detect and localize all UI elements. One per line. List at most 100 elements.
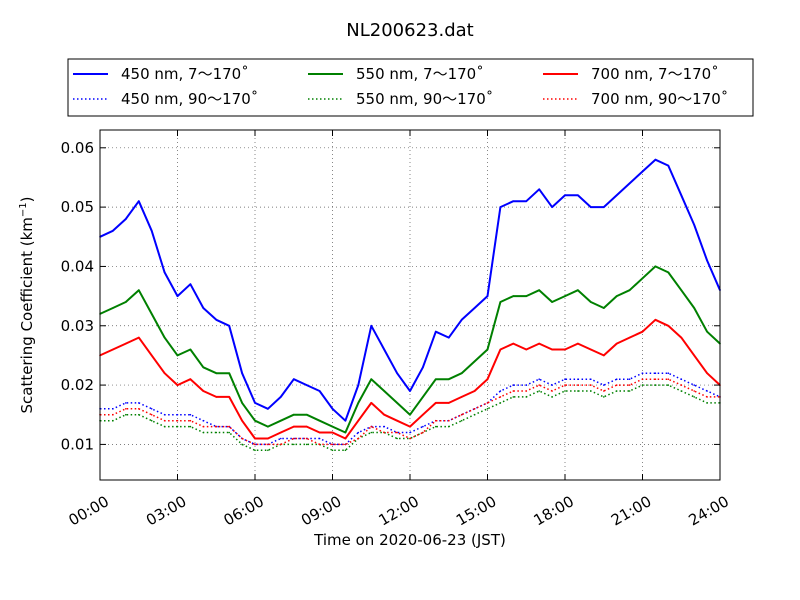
data-point — [189, 419, 192, 422]
data-point — [189, 378, 192, 381]
data-point — [241, 402, 243, 404]
legend-label: 700 nm, 7～170˚ — [591, 65, 719, 83]
data-point — [590, 378, 592, 381]
data-point — [706, 390, 708, 392]
data-point — [189, 425, 192, 428]
data-point — [680, 289, 683, 292]
data-point — [499, 206, 502, 208]
data-point — [577, 289, 579, 292]
data-point — [577, 342, 579, 345]
data-point — [641, 378, 644, 381]
data-point — [486, 402, 489, 404]
data-point — [396, 419, 398, 422]
data-point — [125, 301, 127, 303]
data-point — [460, 419, 463, 422]
data-point — [693, 396, 695, 398]
data-point — [538, 289, 540, 292]
data-point — [628, 384, 631, 386]
data-point — [331, 431, 334, 434]
data-point — [706, 330, 708, 333]
plot-area — [100, 130, 720, 480]
data-point — [409, 425, 411, 428]
data-point — [163, 425, 166, 428]
data-point — [486, 348, 489, 351]
y-tick-label: 0.05 — [61, 198, 94, 216]
data-point — [525, 295, 528, 297]
y-tick-label: 0.04 — [61, 257, 94, 275]
data-point — [680, 336, 683, 339]
data-point — [538, 378, 540, 381]
data-point — [615, 194, 618, 197]
data-point — [551, 301, 553, 303]
data-point — [112, 307, 114, 309]
x-tick-label: 24:00 — [686, 492, 732, 529]
data-point — [448, 378, 450, 381]
data-point — [202, 425, 205, 428]
data-point — [331, 449, 334, 452]
data-point — [357, 419, 360, 422]
data-point — [473, 390, 476, 392]
data-point — [641, 277, 644, 280]
data-point — [564, 194, 566, 197]
x-tick-label: 09:00 — [298, 492, 344, 529]
data-point — [344, 419, 347, 422]
data-point — [409, 390, 411, 392]
data-point — [331, 443, 334, 446]
data-point — [254, 402, 256, 404]
data-point — [357, 384, 360, 386]
data-point — [383, 348, 386, 351]
data-point — [628, 289, 631, 292]
y-axis-label-superscript: −1 — [18, 202, 29, 217]
data-point — [409, 431, 411, 434]
data-point — [693, 390, 695, 392]
data-point — [667, 325, 670, 327]
data-point — [667, 271, 670, 274]
data-point — [305, 437, 308, 440]
data-point — [422, 366, 424, 369]
data-point — [150, 354, 153, 357]
data-point — [448, 425, 450, 428]
data-point — [693, 307, 695, 309]
data-point — [150, 408, 153, 410]
data-point — [215, 431, 218, 434]
data-point — [628, 378, 631, 381]
data-point — [590, 384, 592, 386]
data-point — [551, 384, 553, 386]
data-point — [628, 336, 631, 339]
data-point — [318, 443, 321, 446]
data-point — [163, 372, 166, 375]
data-point — [473, 360, 476, 363]
data-point — [525, 384, 528, 386]
data-point — [667, 164, 670, 167]
data-point — [202, 390, 205, 392]
data-point — [525, 348, 528, 351]
data-point — [267, 449, 269, 452]
data-point — [435, 378, 437, 381]
data-point — [667, 372, 670, 375]
data-point — [215, 396, 218, 398]
data-point — [254, 437, 256, 440]
data-point — [305, 384, 308, 386]
data-point — [189, 283, 192, 286]
data-point — [163, 419, 166, 422]
data-point — [305, 425, 308, 428]
data-point — [486, 378, 489, 381]
data-point — [125, 408, 127, 410]
data-point — [112, 419, 114, 422]
data-point — [538, 188, 540, 191]
data-point — [422, 396, 424, 398]
data-point — [228, 431, 230, 434]
data-point — [551, 390, 553, 392]
data-point — [680, 384, 683, 386]
data-point — [344, 437, 347, 440]
data-point — [112, 348, 114, 351]
data-point — [241, 372, 243, 375]
data-point — [228, 372, 230, 375]
data-point — [138, 402, 140, 404]
data-point — [448, 336, 450, 339]
data-point — [280, 396, 282, 398]
data-point — [215, 319, 218, 321]
data-point — [396, 402, 398, 404]
data-point — [435, 419, 437, 422]
